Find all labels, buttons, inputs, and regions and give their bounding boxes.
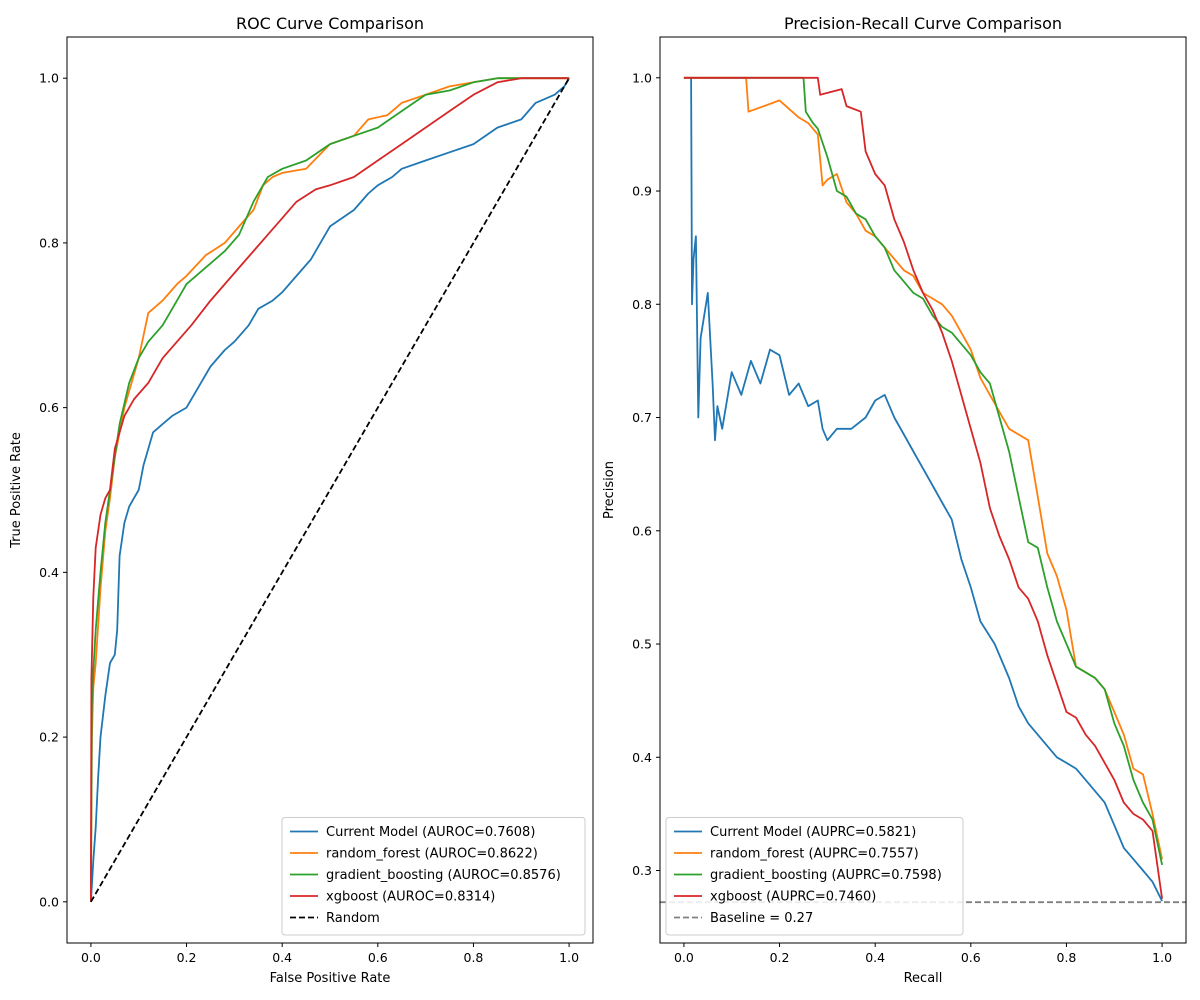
y-tick-label: 0.0 (39, 894, 59, 909)
chart-panel-2: Precision-Recall Curve Comparison 0.0 0.2 0… (602, 14, 1187, 986)
x-tick-label: 0.6 (368, 950, 388, 965)
x-tick-label: 0.2 (177, 950, 197, 965)
series-line-4 (683, 76, 1163, 899)
x-tick-label: 0.0 (674, 950, 694, 965)
y-tick-label: 0.2 (39, 730, 59, 745)
legend-label: xgboost (AUPRC=0.7460) (710, 890, 876, 905)
x-tick-label: 0.8 (1057, 950, 1077, 965)
y-axis-label: True Positive Rate (9, 432, 24, 549)
series-line-2 (90, 77, 570, 902)
plot-frame (659, 36, 1187, 944)
x-tick-label: 0.0 (81, 950, 101, 965)
y-tick-label: 0.7 (632, 410, 652, 425)
series-line-3 (683, 76, 1163, 866)
legend-box (665, 817, 964, 936)
plot-frame (66, 36, 594, 944)
x-tick-label: 1.0 (1152, 950, 1172, 965)
y-tick-label: 0.4 (39, 565, 59, 580)
x-tick-label: 0.6 (961, 950, 981, 965)
x-tick-label: 0.4 (272, 950, 292, 965)
chart-panel-1: ROC Curve Comparison 0.0 0.2 0.4 0.6 0.8 1.0 0.… (9, 14, 594, 986)
x-tick-label: 0.2 (770, 950, 790, 965)
legend: Current Model (AUPRC=0.5821) random_fores… (665, 817, 964, 936)
series-line-1 (90, 77, 570, 902)
y-tick-label: 0.8 (39, 235, 59, 250)
series-line-3 (90, 77, 570, 902)
legend-label: xgboost (AUROC=0.8314) (326, 890, 495, 905)
y-tick-label: 0.9 (632, 184, 652, 199)
legend-label: Baseline = 0.27 (710, 911, 813, 926)
legend-label: gradient_boosting (AUROC=0.8576) (326, 868, 561, 883)
legend-label: random_forest (AUPRC=0.7557) (710, 847, 919, 862)
chart-title: Precision-Recall Curve Comparison (784, 14, 1062, 33)
y-axis-label: Precision (602, 461, 617, 519)
legend-box (281, 817, 586, 936)
y-tick-label: 0.4 (632, 750, 652, 765)
legend-label: Current Model (AUPRC=0.5821) (710, 825, 916, 840)
y-tick-label: 0.3 (632, 863, 652, 878)
series-line-4 (90, 77, 570, 902)
legend-label: random_forest (AUROC=0.8622) (326, 847, 538, 862)
y-tick-label: 0.6 (39, 400, 59, 415)
legend-label: gradient_boosting (AUPRC=0.7598) (710, 868, 942, 883)
y-tick-label: 0.6 (632, 523, 652, 538)
legend: Current Model (AUROC=0.7608) random_fores… (281, 817, 586, 936)
x-axis-label: False Positive Rate (270, 971, 391, 986)
series-line-5 (90, 77, 570, 903)
series-line-1 (690, 77, 1163, 902)
y-tick-label: 0.8 (632, 297, 652, 312)
series-group (660, 76, 1186, 904)
legend-label: Random (326, 911, 380, 926)
x-tick-label: 0.4 (865, 950, 885, 965)
series-group (90, 77, 570, 903)
x-tick-label: 0.8 (464, 950, 484, 965)
y-tick-label: 0.5 (632, 637, 652, 652)
y-tick-label: 1.0 (632, 70, 652, 85)
y-tick-label: 1.0 (39, 71, 59, 86)
legend-label: Current Model (AUROC=0.7608) (326, 825, 535, 840)
chart-title: ROC Curve Comparison (236, 14, 424, 33)
x-axis-label: Recall (904, 971, 943, 986)
x-tick-label: 1.0 (559, 950, 579, 965)
